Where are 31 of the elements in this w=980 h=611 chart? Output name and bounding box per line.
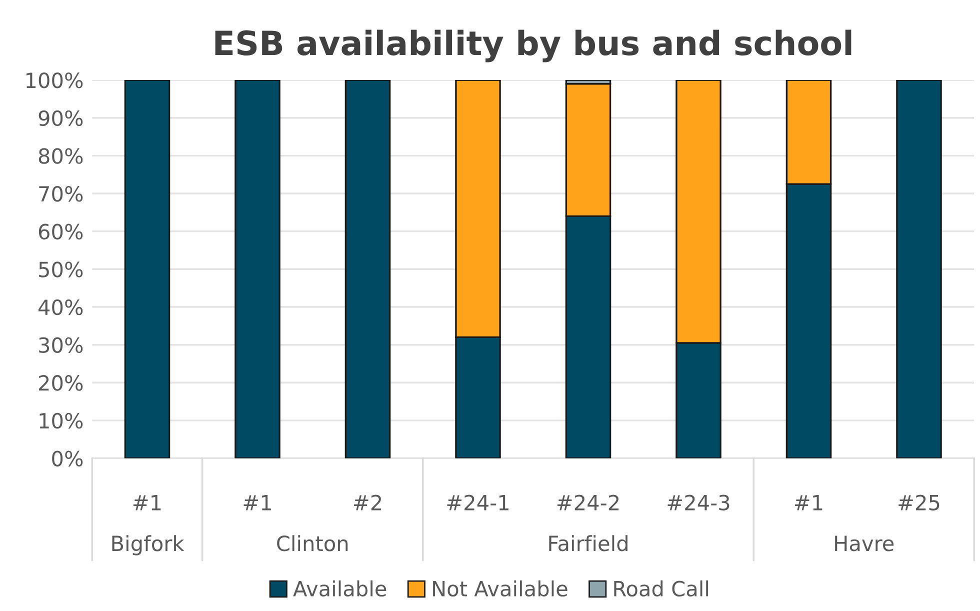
y-tick-label: 80% bbox=[38, 148, 83, 164]
y-tick-label: 60% bbox=[38, 224, 83, 240]
legend-label: Road Call bbox=[614, 580, 708, 597]
text: Clinton bbox=[277, 535, 348, 552]
bar bbox=[124, 80, 170, 458]
text: Bigfork bbox=[112, 535, 184, 556]
y-tick-label: 20% bbox=[39, 375, 83, 391]
y-tick-label: 10% bbox=[40, 412, 83, 429]
text: Havre bbox=[835, 536, 894, 552]
y-tick-label: 90% bbox=[38, 110, 83, 126]
x-tick-label: #24-3 bbox=[668, 494, 730, 510]
y-tick-label: 40% bbox=[38, 299, 83, 316]
chart-title: ESB availability by bus and school bbox=[215, 30, 852, 62]
x-tick-label: #25 bbox=[898, 494, 940, 510]
bar bbox=[344, 80, 391, 458]
legend-label: Not Available bbox=[433, 580, 568, 597]
x-tick-label: #24-2 bbox=[557, 494, 619, 510]
y-tick-label: 50% bbox=[39, 262, 83, 278]
x-tick-label: #1 bbox=[244, 495, 271, 510]
y-tick-label: 100% bbox=[26, 72, 83, 88]
x-tick-label: #2 bbox=[354, 494, 382, 510]
legend-label: Available bbox=[293, 580, 386, 597]
bar bbox=[896, 80, 942, 458]
bar bbox=[234, 80, 280, 458]
x-tick-label: #24-1 bbox=[447, 494, 508, 510]
y-tick-label: 30% bbox=[39, 337, 83, 353]
text: Fairfield bbox=[549, 535, 628, 552]
y-tick-label: 0% bbox=[52, 450, 83, 466]
x-tick-label: #1 bbox=[794, 495, 822, 510]
y-tick-label: 70% bbox=[39, 186, 83, 202]
x-tick-label: #1 bbox=[133, 495, 161, 510]
